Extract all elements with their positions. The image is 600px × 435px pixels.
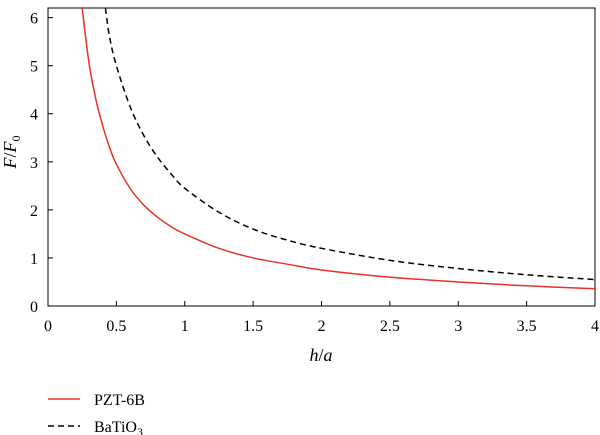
x-tick-label: 3.5	[517, 318, 537, 335]
x-tick-label: 0.5	[106, 318, 126, 335]
plot-frame	[47, 7, 596, 307]
x-tick-label: 0	[44, 318, 52, 335]
ticks-layer: 0 0.5 1 1.5 2 2.5 3 3.5 4 0 1 2 3 4 5 6	[30, 11, 599, 335]
y-tick-label: 5	[30, 59, 38, 76]
y-tick-label: 3	[30, 155, 38, 172]
y-tick-label: 6	[30, 11, 38, 28]
legend-entry-pzt-6b: PZT-6B	[48, 392, 145, 409]
series-layer	[81, 7, 596, 290]
y-axis-label: F/F0	[0, 135, 23, 169]
plot-area: 0 0.5 1 1.5 2 2.5 3 3.5 4 0 1 2 3 4 5 6	[30, 7, 599, 335]
x-tick-label: 2	[318, 318, 326, 335]
series-line-batio3	[104, 7, 596, 281]
legend-label-pzt-6b: PZT-6B	[94, 392, 145, 409]
legend-label-batio3: BaTiO3	[94, 419, 143, 435]
y-tick-label: 0	[30, 299, 38, 316]
y-tick-label: 4	[30, 107, 38, 124]
x-tick-label: 1.5	[243, 318, 263, 335]
x-tick-label: 4	[591, 318, 599, 335]
legend: PZT-6B BaTiO3	[48, 392, 145, 435]
x-axis-label: h/a	[309, 345, 332, 365]
x-tick-label: 3	[454, 318, 462, 335]
x-tick-label: 2.5	[380, 318, 400, 335]
legend-entry-batio3: BaTiO3	[48, 419, 143, 435]
x-tick-label: 1	[181, 318, 189, 335]
y-tick-label: 1	[30, 251, 38, 268]
series-line-pzt-6b	[81, 7, 596, 290]
y-tick-label: 2	[30, 203, 38, 220]
